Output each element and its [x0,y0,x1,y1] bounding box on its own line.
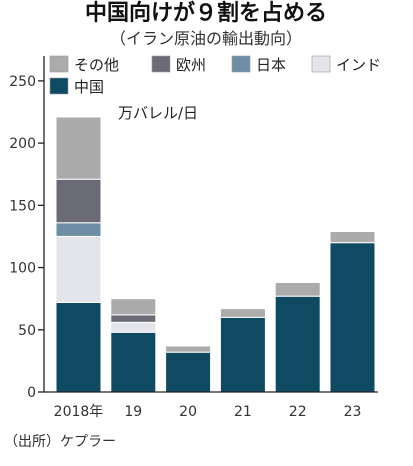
legend-swatch [311,55,331,73]
legend-swatch [49,55,69,73]
x-axis: 2018年 19 20 21 22 23 [44,391,378,420]
y-tick-label: 150 [9,198,36,214]
x-tick-label: 2018年 [54,404,104,420]
x-tick-label: 19 [124,404,142,420]
bar-segment [165,351,212,393]
legend-label: 中国 [74,78,104,96]
bar-segment [329,242,376,393]
unit-label: 万バレル/日 [118,104,198,122]
legend-swatch [151,55,171,73]
y-axis: 0 50 100 150 200 250 [9,56,45,401]
bar-segment [274,295,321,393]
bar-segment [165,345,212,353]
bar-segment [274,281,321,297]
chart-title: 中国向けが９割を占める [85,0,327,26]
x-tick-label: 21 [234,404,252,420]
legend-label: インド [336,56,381,74]
legend-label: 欧州 [176,56,206,74]
y-tick-label: 100 [9,261,36,277]
bar-segment [110,331,157,393]
bar-segment [55,235,102,303]
bar-segment [110,321,157,333]
legend-label: その他 [74,56,119,74]
bar-segment [219,308,266,318]
bar-segment [110,298,157,316]
chart-subtitle: （イラン原油の輸出動向） [110,29,302,48]
legend-swatch [49,77,69,95]
y-tick-label: 200 [9,136,36,152]
source-note: （出所）ケプラー [4,434,116,450]
bar-segment [110,314,157,323]
bars [55,116,376,393]
y-tick-label: 50 [18,323,36,339]
x-tick-label: 20 [179,404,197,420]
legend-label: 日本 [256,56,286,74]
bar-segment [55,178,102,224]
legend-swatch [231,55,251,73]
x-tick-label: 22 [289,404,307,420]
bar-segment [55,222,102,237]
bar-segment [219,316,266,393]
y-tick-label: 250 [9,74,36,90]
bar-segment [55,301,102,393]
x-tick-label: 23 [344,404,362,420]
bar-segment [329,230,376,244]
y-tick-label: 0 [27,385,36,401]
bar-segment [55,116,102,180]
